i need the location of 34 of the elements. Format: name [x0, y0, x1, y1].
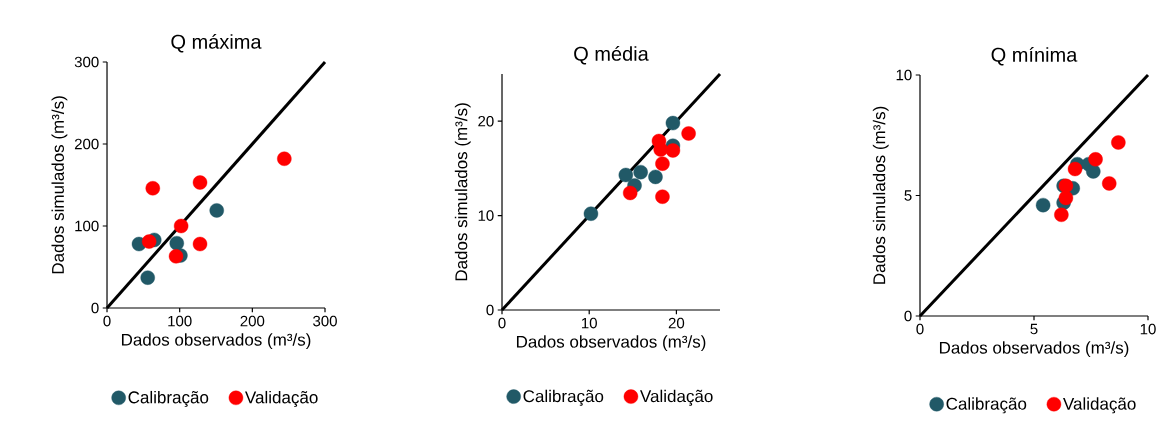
- y-tick-label: 5: [904, 190, 912, 201]
- y-axis-title: Dados simulados (m³/s): [454, 103, 471, 281]
- x-axis-title: Dados observados (m³/s): [939, 341, 1129, 358]
- x-tick-label: 300: [313, 315, 337, 327]
- y-tick-label: 200: [74, 138, 99, 150]
- y-tick-label: 20: [478, 115, 494, 127]
- y-tick-label: 10: [478, 210, 494, 221]
- y-tick-label: 0: [91, 302, 99, 314]
- x-axis-title: Dados observados (m³/s): [516, 335, 706, 352]
- chart-title: Q mínima: [991, 46, 1078, 66]
- y-axis-title: Dados simulados (m³/s): [51, 96, 68, 274]
- chart-title: Q máxima: [171, 33, 262, 53]
- x-tick-label: 0: [498, 317, 506, 329]
- x-tick-label: 20: [668, 317, 685, 329]
- x-tick-label: 5: [1030, 323, 1038, 335]
- legend-label: Calibração: [523, 389, 604, 406]
- x-tick-label: 100: [168, 315, 192, 327]
- x-tick-label: 10: [1140, 323, 1156, 335]
- x-tick-label: 200: [240, 315, 265, 327]
- legend-label: Validação: [640, 389, 713, 406]
- chart-title: Q média: [574, 45, 649, 65]
- y-tick-label: 100: [75, 220, 99, 232]
- x-tick-label: 0: [916, 323, 924, 335]
- legend-label: Calibração: [128, 390, 209, 407]
- legend-label: Validação: [1063, 397, 1136, 414]
- x-tick-label: 0: [103, 315, 111, 327]
- x-tick-label: 10: [582, 317, 597, 329]
- y-axis-title: Dados simulados (m³/s): [872, 106, 889, 284]
- y-tick-label: 300: [74, 56, 99, 68]
- legend-label: Validação: [245, 390, 318, 407]
- x-axis-title: Dados observados (m³/s): [121, 333, 311, 350]
- y-tick-label: 0: [486, 304, 494, 316]
- y-tick-label: 10: [896, 69, 912, 81]
- legend-label: Calibração: [946, 397, 1027, 414]
